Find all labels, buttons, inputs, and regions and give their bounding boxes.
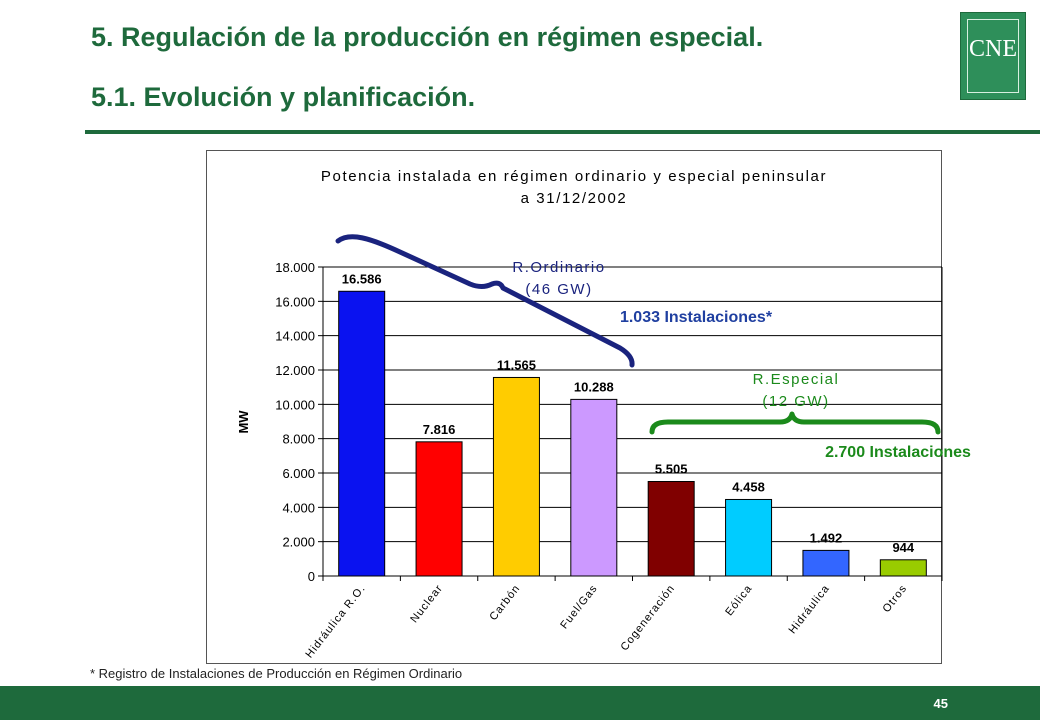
logo-frame — [967, 19, 1019, 93]
y-tick-label: 18.000 — [275, 260, 315, 275]
especial-brace — [649, 411, 941, 435]
y-tick-label: 0 — [308, 569, 315, 584]
bar — [492, 376, 540, 577]
x-tick-label: Fuel/Gas — [558, 582, 600, 631]
bar — [879, 559, 927, 577]
y-tick-label: 14.000 — [275, 329, 315, 344]
bars — [338, 290, 927, 577]
axes — [318, 266, 943, 581]
y-tick-label: 6.000 — [282, 466, 315, 481]
data-label: 5.505 — [655, 461, 688, 476]
especial-label: R.Especial — [753, 371, 840, 388]
chart-title-line-1: Potencia instalada en régimen ordinario … — [321, 168, 827, 185]
y-tick-label: 4.000 — [282, 500, 315, 515]
ordinario-gw: (46 GW) — [525, 281, 592, 298]
x-tick-label: Nuclear — [408, 582, 445, 625]
x-tick-label: Cogeneración — [619, 582, 678, 653]
chart-title-line-2: a 31/12/2002 — [521, 190, 628, 207]
footnote: * Registro de Instalaciones de Producció… — [90, 666, 463, 681]
y-tick-label: 8.000 — [282, 432, 315, 447]
data-label: 4.458 — [732, 479, 765, 494]
data-label: 10.288 — [574, 379, 614, 394]
bar — [415, 441, 463, 577]
x-tick-label: Hidráulica R.O. — [303, 582, 368, 660]
bar — [647, 480, 695, 577]
especial-gw: (12 GW) — [762, 393, 829, 410]
ordinario-count: 1.033 Instalaciones* — [620, 309, 773, 326]
bar — [338, 290, 386, 577]
x-tick-label: Hidráulica — [787, 582, 833, 636]
x-tick-label: Otros — [881, 582, 910, 615]
bar — [725, 498, 773, 577]
title-divider — [85, 130, 1040, 134]
y-axis-label: MW — [236, 410, 251, 434]
data-label: 7.816 — [423, 422, 456, 437]
data-label: 11.565 — [497, 357, 536, 372]
y-tick-label: 2.000 — [282, 535, 315, 550]
slide-title: 5. Regulación de la producción en régime… — [91, 22, 764, 52]
logo-text: CNE — [969, 36, 1017, 62]
footer-bar: 45 — [0, 686, 1040, 720]
bar — [570, 398, 618, 577]
page-number: 45 — [933, 696, 948, 711]
y-tick-label: 16.000 — [275, 294, 315, 309]
slide-subtitle: 5.1. Evolución y planificación. — [91, 82, 476, 112]
y-tick-label: 12.000 — [275, 363, 315, 378]
data-label: 16.586 — [342, 271, 382, 286]
data-label: 1.492 — [810, 530, 843, 545]
ordinario-brace — [335, 234, 635, 368]
x-tick-label: Carbón — [487, 582, 522, 623]
cne-logo: CNE — [960, 12, 1026, 100]
ordinario-label: R.Ordinario — [512, 259, 605, 276]
y-tick-label: 10.000 — [275, 397, 315, 412]
bar — [802, 549, 850, 577]
x-tick-label: Eólica — [723, 582, 755, 618]
data-label: 944 — [892, 540, 914, 555]
especial-count: 2.700 Instalaciones — [825, 444, 971, 461]
